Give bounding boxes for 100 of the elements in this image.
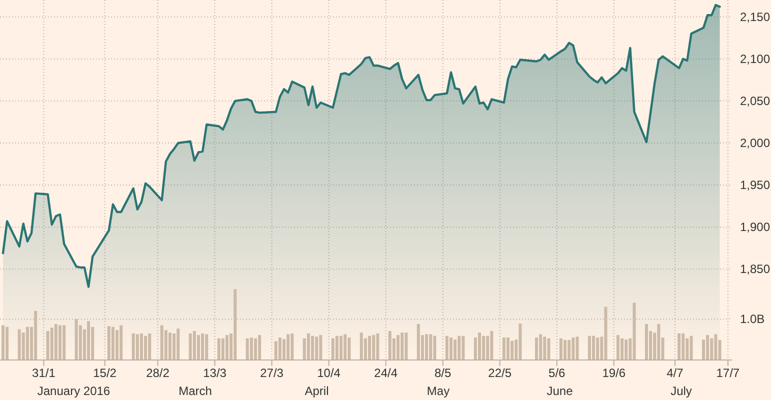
bar — [682, 333, 685, 360]
bar — [26, 326, 29, 360]
bar — [176, 328, 180, 360]
bar — [234, 289, 237, 360]
bar — [376, 333, 380, 360]
bar — [331, 338, 334, 360]
bar — [344, 334, 347, 360]
bar — [274, 341, 278, 360]
bar — [678, 333, 681, 360]
y-tick-label: 2,050 — [740, 94, 770, 108]
bar — [111, 326, 114, 360]
bar — [616, 335, 620, 360]
bar — [221, 338, 224, 360]
bar — [278, 338, 282, 360]
text: May — [426, 384, 450, 398]
bar — [404, 332, 408, 360]
bar — [46, 330, 50, 360]
bar — [543, 336, 546, 360]
x-tick-label: 15/2 — [93, 366, 117, 380]
bar — [225, 335, 228, 360]
y-tick-label: 2,000 — [740, 136, 770, 150]
bar — [319, 335, 322, 360]
bar — [535, 338, 538, 360]
bar — [372, 335, 376, 360]
bar — [87, 321, 90, 360]
bar — [596, 338, 600, 360]
bar — [188, 333, 192, 360]
bar — [588, 336, 591, 360]
bar — [54, 324, 58, 360]
bar — [433, 336, 436, 360]
bar — [18, 329, 21, 360]
y-tick-label: 1,850 — [740, 262, 770, 276]
bar — [335, 336, 338, 360]
bar — [360, 332, 363, 360]
bar — [458, 336, 461, 360]
bar — [250, 338, 253, 360]
bar — [201, 333, 204, 360]
bar — [368, 336, 372, 360]
x-tick-label: 31/1 — [32, 366, 56, 380]
bar — [490, 330, 494, 360]
bar — [160, 325, 164, 360]
bar — [416, 324, 420, 360]
bar — [340, 336, 343, 360]
x-tick-label: 4/7 — [666, 366, 684, 380]
x-tick-label: 13/3 — [203, 366, 227, 380]
bar — [644, 324, 648, 360]
bar — [196, 335, 200, 360]
bar — [290, 333, 294, 360]
bar — [148, 333, 152, 360]
x-tick-label: 10/4 — [317, 366, 341, 380]
bar — [620, 338, 624, 360]
bar — [518, 324, 522, 360]
bar — [400, 332, 404, 360]
bar — [690, 336, 693, 360]
bar — [624, 340, 628, 360]
bar — [592, 336, 596, 360]
bar — [547, 338, 550, 360]
text: January 2016 — [37, 384, 110, 398]
bar — [258, 335, 262, 360]
bar — [2, 325, 4, 360]
y-tick-label: 1,900 — [740, 220, 770, 234]
bar — [246, 338, 249, 360]
bar — [539, 334, 542, 360]
bar — [449, 338, 452, 360]
y2-tick-label: 1.0B — [740, 312, 765, 326]
bar — [506, 338, 510, 360]
bar — [217, 338, 220, 360]
bar — [425, 334, 428, 360]
text: March — [178, 384, 212, 398]
bar — [710, 338, 714, 360]
bar — [306, 333, 310, 360]
text: April — [304, 384, 329, 398]
x-tick-label: 19/6 — [602, 366, 626, 380]
bar — [74, 319, 78, 360]
bar — [6, 326, 9, 360]
bar — [34, 310, 38, 360]
bar — [348, 338, 351, 360]
x-tick-label: 24/4 — [374, 366, 398, 380]
x-tick-label: 28/2 — [146, 366, 170, 380]
bar — [568, 340, 571, 360]
bar — [396, 335, 400, 360]
x-tick-label: 8/5 — [434, 366, 452, 380]
bar — [286, 334, 290, 360]
bar — [107, 326, 110, 360]
bar — [478, 332, 481, 360]
bar — [559, 338, 562, 360]
bar — [132, 333, 135, 360]
bar — [429, 334, 432, 360]
bar — [564, 340, 567, 360]
y-tick-label: 2,100 — [740, 52, 770, 66]
bar — [632, 302, 636, 360]
bar — [388, 330, 392, 360]
bar — [168, 332, 172, 360]
bar — [714, 334, 718, 360]
x-tick-label: 5/6 — [548, 366, 566, 380]
bar — [445, 336, 448, 360]
bar — [572, 338, 575, 360]
bar — [205, 334, 208, 360]
x-tick-label: 17/7 — [716, 366, 740, 380]
x-tick-label: 27/3 — [260, 366, 284, 380]
